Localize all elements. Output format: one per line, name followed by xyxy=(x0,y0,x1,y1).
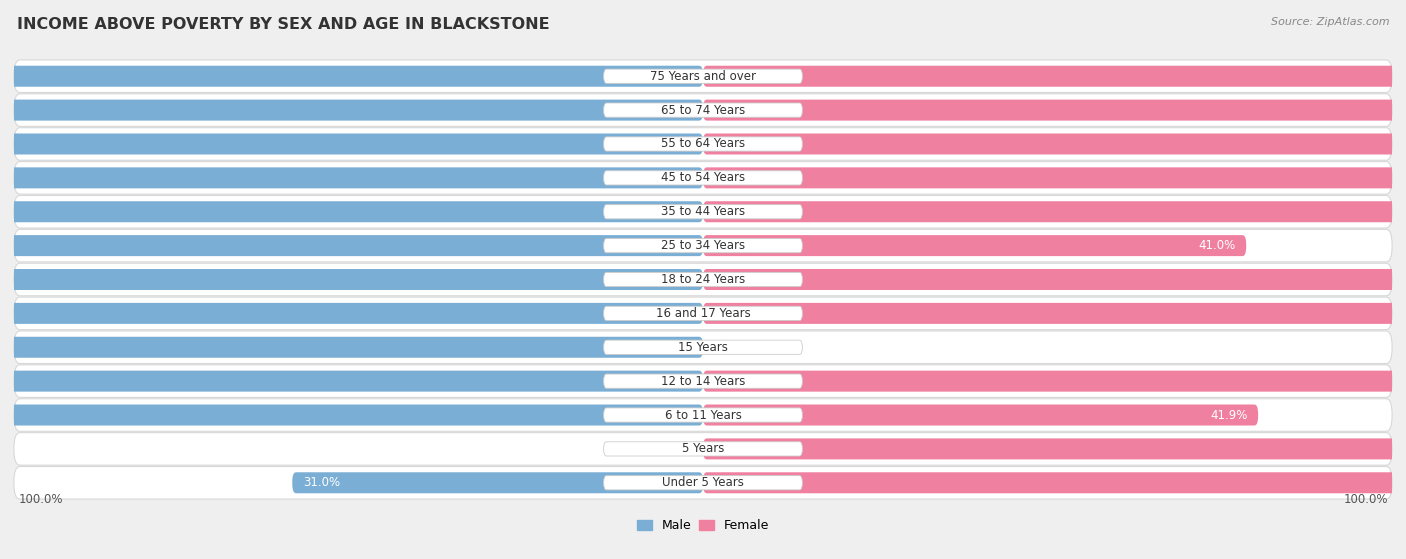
FancyBboxPatch shape xyxy=(14,94,1392,126)
FancyBboxPatch shape xyxy=(703,438,1406,459)
FancyBboxPatch shape xyxy=(603,340,803,354)
Text: Under 5 Years: Under 5 Years xyxy=(662,476,744,489)
Text: 41.9%: 41.9% xyxy=(1211,409,1247,421)
FancyBboxPatch shape xyxy=(14,263,1392,296)
FancyBboxPatch shape xyxy=(703,235,1246,256)
Text: 45 to 54 Years: 45 to 54 Years xyxy=(661,172,745,184)
FancyBboxPatch shape xyxy=(0,405,703,425)
FancyBboxPatch shape xyxy=(703,269,1406,290)
FancyBboxPatch shape xyxy=(703,405,1258,425)
Text: 15 Years: 15 Years xyxy=(678,341,728,354)
FancyBboxPatch shape xyxy=(703,201,1406,222)
Bar xyxy=(0,235,703,256)
FancyBboxPatch shape xyxy=(603,272,803,287)
Bar xyxy=(0,66,703,87)
Text: 100.0%: 100.0% xyxy=(18,494,63,506)
Text: 31.0%: 31.0% xyxy=(302,476,340,489)
FancyBboxPatch shape xyxy=(603,442,803,456)
Bar xyxy=(292,472,703,493)
FancyBboxPatch shape xyxy=(14,60,1392,92)
Bar xyxy=(0,337,703,358)
FancyBboxPatch shape xyxy=(603,306,803,320)
Text: Source: ZipAtlas.com: Source: ZipAtlas.com xyxy=(1271,17,1389,27)
FancyBboxPatch shape xyxy=(0,337,703,358)
Text: 18 to 24 Years: 18 to 24 Years xyxy=(661,273,745,286)
Text: 65 to 74 Years: 65 to 74 Years xyxy=(661,103,745,117)
FancyBboxPatch shape xyxy=(14,467,1392,499)
Text: 12 to 14 Years: 12 to 14 Years xyxy=(661,375,745,387)
FancyBboxPatch shape xyxy=(14,229,1392,262)
FancyBboxPatch shape xyxy=(703,66,1406,87)
FancyBboxPatch shape xyxy=(14,297,1392,330)
FancyBboxPatch shape xyxy=(14,365,1392,397)
FancyBboxPatch shape xyxy=(703,303,1406,324)
Text: 5 Years: 5 Years xyxy=(682,442,724,456)
FancyBboxPatch shape xyxy=(0,100,703,121)
Text: 55 to 64 Years: 55 to 64 Years xyxy=(661,138,745,150)
FancyBboxPatch shape xyxy=(292,472,703,493)
FancyBboxPatch shape xyxy=(703,100,1406,121)
FancyBboxPatch shape xyxy=(0,201,703,222)
FancyBboxPatch shape xyxy=(0,269,703,290)
Bar xyxy=(0,405,703,425)
Text: INCOME ABOVE POVERTY BY SEX AND AGE IN BLACKSTONE: INCOME ABOVE POVERTY BY SEX AND AGE IN B… xyxy=(17,17,550,32)
FancyBboxPatch shape xyxy=(14,399,1392,432)
FancyBboxPatch shape xyxy=(603,137,803,151)
Bar xyxy=(0,269,703,290)
FancyBboxPatch shape xyxy=(603,239,803,253)
FancyBboxPatch shape xyxy=(703,167,1406,188)
FancyBboxPatch shape xyxy=(14,196,1392,228)
Bar xyxy=(0,303,703,324)
Bar xyxy=(0,100,703,121)
FancyBboxPatch shape xyxy=(14,433,1392,465)
Text: 16 and 17 Years: 16 and 17 Years xyxy=(655,307,751,320)
FancyBboxPatch shape xyxy=(0,66,703,87)
Legend: Male, Female: Male, Female xyxy=(631,514,775,537)
Text: 100.0%: 100.0% xyxy=(1343,494,1388,506)
FancyBboxPatch shape xyxy=(14,127,1392,160)
FancyBboxPatch shape xyxy=(14,162,1392,194)
FancyBboxPatch shape xyxy=(703,134,1406,154)
FancyBboxPatch shape xyxy=(703,472,1406,493)
Text: 25 to 34 Years: 25 to 34 Years xyxy=(661,239,745,252)
FancyBboxPatch shape xyxy=(703,371,1406,392)
Text: 6 to 11 Years: 6 to 11 Years xyxy=(665,409,741,421)
FancyBboxPatch shape xyxy=(603,374,803,389)
FancyBboxPatch shape xyxy=(0,303,703,324)
FancyBboxPatch shape xyxy=(603,205,803,219)
Bar xyxy=(0,134,703,154)
Text: 35 to 44 Years: 35 to 44 Years xyxy=(661,205,745,218)
Text: 75 Years and over: 75 Years and over xyxy=(650,70,756,83)
FancyBboxPatch shape xyxy=(603,476,803,490)
Text: 41.0%: 41.0% xyxy=(1198,239,1236,252)
FancyBboxPatch shape xyxy=(603,408,803,422)
FancyBboxPatch shape xyxy=(603,103,803,117)
FancyBboxPatch shape xyxy=(603,170,803,185)
FancyBboxPatch shape xyxy=(0,134,703,154)
FancyBboxPatch shape xyxy=(0,167,703,188)
FancyBboxPatch shape xyxy=(0,371,703,392)
Bar xyxy=(0,371,703,392)
Bar xyxy=(0,201,703,222)
Bar xyxy=(0,167,703,188)
FancyBboxPatch shape xyxy=(603,69,803,83)
FancyBboxPatch shape xyxy=(0,235,703,256)
FancyBboxPatch shape xyxy=(14,331,1392,363)
